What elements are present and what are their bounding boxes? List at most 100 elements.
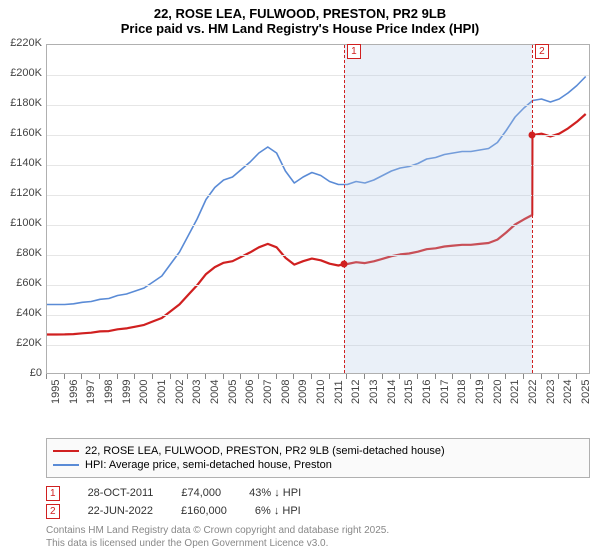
x-axis-label: 2012 bbox=[350, 380, 362, 404]
x-tick bbox=[117, 374, 118, 379]
sale-point-icon bbox=[341, 261, 348, 268]
sale-price: £160,000 bbox=[181, 505, 227, 517]
x-axis-label: 2001 bbox=[156, 380, 168, 404]
x-axis-label: 2004 bbox=[209, 380, 221, 404]
x-axis-label: 2006 bbox=[244, 380, 256, 404]
sales-table: 1 28-OCT-2011 £74,000 43% ↓ HPI 2 22-JUN… bbox=[46, 484, 301, 520]
y-axis-label: £100K bbox=[0, 217, 42, 229]
x-axis-label: 2023 bbox=[545, 380, 557, 404]
x-axis-label: 2005 bbox=[227, 380, 239, 404]
x-tick bbox=[258, 374, 259, 379]
title-block: 22, ROSE LEA, FULWOOD, PRESTON, PR2 9LB … bbox=[0, 0, 600, 36]
x-tick bbox=[470, 374, 471, 379]
sale-marker-tag: 2 bbox=[535, 44, 549, 59]
x-tick bbox=[134, 374, 135, 379]
y-axis-label: £120K bbox=[0, 187, 42, 199]
y-axis-label: £20K bbox=[0, 337, 42, 349]
legend-item: 22, ROSE LEA, FULWOOD, PRESTON, PR2 9LB … bbox=[53, 445, 583, 457]
legend-label: HPI: Average price, semi-detached house,… bbox=[85, 459, 332, 471]
x-axis-label: 2015 bbox=[403, 380, 415, 404]
x-axis-label: 1997 bbox=[85, 380, 97, 404]
sale-marker-tag: 2 bbox=[46, 504, 60, 519]
x-axis-label: 1996 bbox=[68, 380, 80, 404]
chart-area: 12 £0£20K£40K£60K£80K£100K£120K£140K£160… bbox=[0, 44, 600, 404]
x-axis-label: 2022 bbox=[527, 380, 539, 404]
title-address: 22, ROSE LEA, FULWOOD, PRESTON, PR2 9LB bbox=[0, 6, 600, 21]
x-tick bbox=[81, 374, 82, 379]
x-tick bbox=[329, 374, 330, 379]
sale-date: 22-JUN-2022 bbox=[88, 505, 153, 517]
x-axis-label: 2007 bbox=[262, 380, 274, 404]
y-axis-label: £140K bbox=[0, 157, 42, 169]
sale-marker-tag: 1 bbox=[347, 44, 361, 59]
legend-swatch bbox=[53, 450, 79, 452]
x-axis-label: 2016 bbox=[421, 380, 433, 404]
sale-marker-line bbox=[344, 45, 345, 373]
sale-date: 28-OCT-2011 bbox=[88, 487, 154, 499]
legend-item: HPI: Average price, semi-detached house,… bbox=[53, 459, 583, 471]
x-tick bbox=[99, 374, 100, 379]
x-tick bbox=[523, 374, 524, 379]
x-axis-label: 2003 bbox=[191, 380, 203, 404]
y-axis-label: £60K bbox=[0, 277, 42, 289]
x-tick bbox=[505, 374, 506, 379]
x-axis-label: 2013 bbox=[368, 380, 380, 404]
x-tick bbox=[452, 374, 453, 379]
legend-box: 22, ROSE LEA, FULWOOD, PRESTON, PR2 9LB … bbox=[46, 438, 590, 478]
x-axis-label: 2019 bbox=[474, 380, 486, 404]
x-axis-label: 2009 bbox=[297, 380, 309, 404]
chart-container: 22, ROSE LEA, FULWOOD, PRESTON, PR2 9LB … bbox=[0, 0, 600, 560]
sale-point-icon bbox=[529, 132, 536, 139]
x-tick bbox=[399, 374, 400, 379]
x-tick bbox=[558, 374, 559, 379]
plot-area: 12 bbox=[46, 44, 590, 374]
x-axis-label: 2008 bbox=[280, 380, 292, 404]
x-axis-label: 2021 bbox=[509, 380, 521, 404]
table-row: 1 28-OCT-2011 £74,000 43% ↓ HPI bbox=[46, 484, 301, 502]
x-axis-label: 1995 bbox=[50, 380, 62, 404]
sale-price: £74,000 bbox=[181, 487, 221, 499]
sale-delta: 6% ↓ HPI bbox=[255, 505, 301, 517]
x-axis-label: 2025 bbox=[580, 380, 592, 404]
x-tick bbox=[293, 374, 294, 379]
x-tick bbox=[240, 374, 241, 379]
y-axis-label: £0 bbox=[0, 367, 42, 379]
attribution: Contains HM Land Registry data © Crown c… bbox=[46, 525, 389, 550]
x-axis-label: 1999 bbox=[121, 380, 133, 404]
x-axis-label: 2020 bbox=[492, 380, 504, 404]
sale-period-band bbox=[344, 45, 532, 373]
x-axis-label: 2017 bbox=[439, 380, 451, 404]
y-axis-label: £180K bbox=[0, 97, 42, 109]
x-axis-label: 2014 bbox=[386, 380, 398, 404]
table-row: 2 22-JUN-2022 £160,000 6% ↓ HPI bbox=[46, 502, 301, 520]
x-tick bbox=[276, 374, 277, 379]
x-axis-label: 2018 bbox=[456, 380, 468, 404]
legend-label: 22, ROSE LEA, FULWOOD, PRESTON, PR2 9LB … bbox=[85, 445, 445, 457]
x-tick bbox=[152, 374, 153, 379]
x-tick bbox=[417, 374, 418, 379]
x-axis-label: 2010 bbox=[315, 380, 327, 404]
attribution-line: Contains HM Land Registry data © Crown c… bbox=[46, 525, 389, 538]
y-axis-label: £220K bbox=[0, 37, 42, 49]
x-tick bbox=[488, 374, 489, 379]
x-tick bbox=[170, 374, 171, 379]
x-tick bbox=[46, 374, 47, 379]
x-axis-label: 2000 bbox=[138, 380, 150, 404]
sale-marker-line bbox=[532, 45, 533, 373]
x-tick bbox=[364, 374, 365, 379]
x-axis-label: 2011 bbox=[333, 380, 345, 404]
x-tick bbox=[311, 374, 312, 379]
x-tick bbox=[576, 374, 577, 379]
x-axis-label: 2002 bbox=[174, 380, 186, 404]
x-tick bbox=[64, 374, 65, 379]
sale-marker-tag: 1 bbox=[46, 486, 60, 501]
y-axis-label: £40K bbox=[0, 307, 42, 319]
title-subtitle: Price paid vs. HM Land Registry's House … bbox=[0, 21, 600, 36]
y-axis-label: £80K bbox=[0, 247, 42, 259]
x-tick bbox=[435, 374, 436, 379]
x-tick bbox=[187, 374, 188, 379]
y-axis-label: £200K bbox=[0, 67, 42, 79]
legend-swatch bbox=[53, 464, 79, 466]
x-tick bbox=[346, 374, 347, 379]
x-axis-label: 1998 bbox=[103, 380, 115, 404]
